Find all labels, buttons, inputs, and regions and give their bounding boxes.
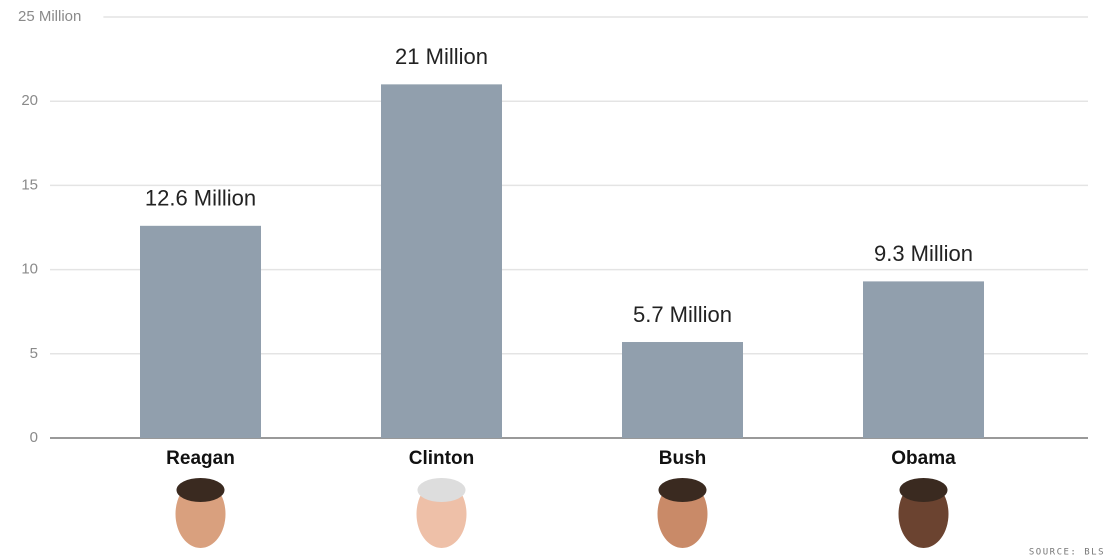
x-tick-label: Clinton (409, 448, 474, 469)
y-tick-label: 5 (30, 345, 38, 362)
bar (863, 281, 984, 438)
portrait-hair (658, 478, 707, 502)
x-tick-label: Reagan (166, 448, 235, 469)
portrait-hair (899, 478, 948, 502)
source: SOURCE: BLS (1029, 548, 1105, 558)
value-label: 12.6 Million (145, 186, 256, 211)
bar (140, 225, 261, 438)
value-label: 21 Million (395, 44, 488, 69)
x-tick-label: Obama (891, 448, 956, 469)
y-tick-label: 25 Million (18, 8, 81, 25)
y-tick-label: 0 (30, 429, 38, 446)
x-tick-label: Bush (659, 448, 707, 469)
y-tick-label: 20 (21, 92, 38, 109)
bar (622, 342, 743, 438)
y-tick-label: 15 (21, 176, 38, 193)
y-tick-label: 10 (21, 261, 38, 278)
value-label: 9.3 Million (874, 241, 973, 266)
value-label: 5.7 Million (633, 302, 732, 327)
bar (381, 84, 502, 439)
portrait-hair (417, 478, 466, 502)
portrait-hair (176, 478, 225, 502)
